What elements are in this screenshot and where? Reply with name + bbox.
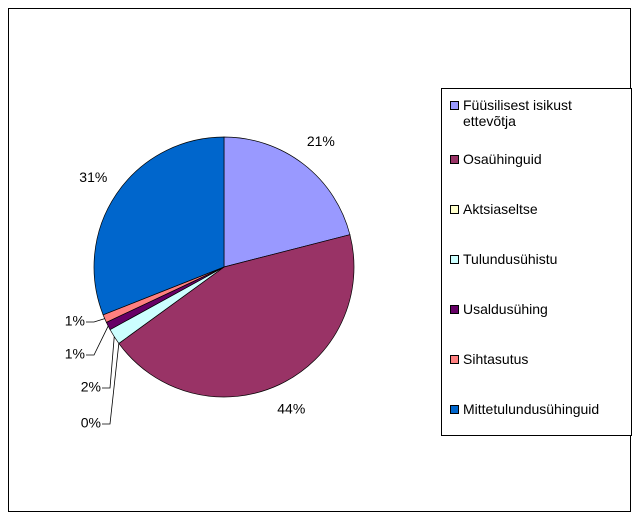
pie-slice <box>118 234 355 398</box>
data-label: 2% <box>81 379 101 395</box>
leader-line <box>102 336 115 389</box>
legend-item: Tulundusühistu <box>450 251 630 267</box>
legend-swatch <box>450 255 459 264</box>
leader-line <box>102 343 120 425</box>
leader-line <box>86 325 109 356</box>
pie-slice <box>223 136 351 268</box>
data-label: 1% <box>65 346 85 362</box>
data-label: 1% <box>65 313 85 329</box>
legend-swatch <box>450 405 459 414</box>
legend-swatch <box>450 355 459 364</box>
pie-slice <box>93 136 225 316</box>
legend-item: Mittetulundusühinguid <box>450 401 630 417</box>
legend-swatch <box>450 101 459 110</box>
legend-swatch <box>450 205 459 214</box>
data-label: 0% <box>81 415 101 431</box>
legend-item: Usaldusühing <box>450 301 630 317</box>
legend: Füüsilisest isikust ettevõtja Osaühinguid… <box>441 88 632 436</box>
legend-swatch <box>450 305 459 314</box>
leader-line <box>86 318 105 323</box>
legend-label: Sihtasutus <box>463 351 529 367</box>
legend-item: Sihtasutus <box>450 351 630 367</box>
legend-label: Usaldusühing <box>463 301 548 317</box>
legend-swatch <box>450 155 459 164</box>
legend-item: Osaühinguid <box>450 151 630 167</box>
data-label: 44% <box>277 401 305 417</box>
legend-label: Mittetulundusühinguid <box>463 401 600 417</box>
legend-item: Aktsiaseltse <box>450 201 630 217</box>
legend-label: Aktsiaseltse <box>463 201 538 217</box>
legend-item: Füüsilisest isikust ettevõtja <box>450 97 630 129</box>
data-label: 21% <box>307 133 335 149</box>
data-label: 31% <box>79 169 107 185</box>
legend-label: Füüsilisest isikust ettevõtja <box>463 97 572 129</box>
legend-label: Osaühinguid <box>463 151 542 167</box>
legend-label: Tulundusühistu <box>463 251 558 267</box>
